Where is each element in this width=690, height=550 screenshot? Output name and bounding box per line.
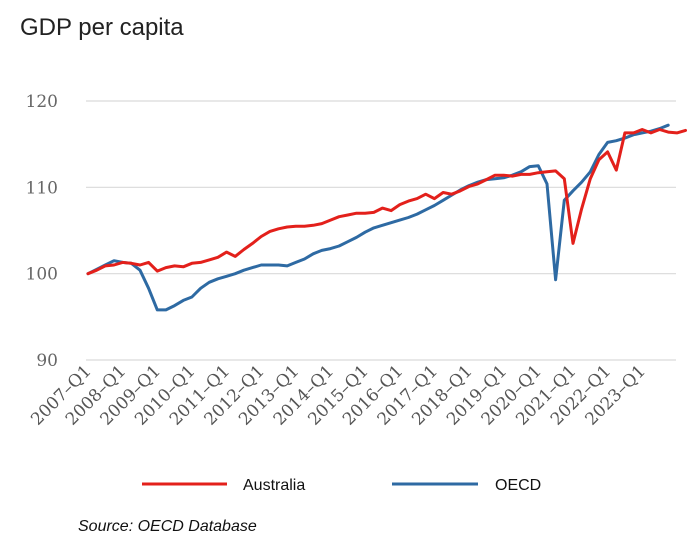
series-line-oecd <box>86 123 670 312</box>
x-axis-ticks: 2007–Q12008–Q12009–Q12010–Q12011–Q12012–… <box>27 361 649 429</box>
legend-label-oecd: OECD <box>495 477 541 494</box>
series-lines <box>86 123 687 312</box>
y-tick-label: 90 <box>36 351 58 371</box>
y-tick-label: 120 <box>26 92 58 112</box>
y-axis-ticks: 90 100 110 120 <box>26 92 58 371</box>
gridlines <box>86 100 676 361</box>
series-line-australia <box>86 128 687 276</box>
legend-label-australia: Australia <box>243 477 305 494</box>
chart-title: GDP per capita <box>20 14 184 41</box>
legend: Australia OECD <box>142 477 541 494</box>
source-note: Source: OECD Database <box>78 518 257 535</box>
y-tick-label: 110 <box>26 178 58 198</box>
y-tick-label: 100 <box>26 265 58 285</box>
